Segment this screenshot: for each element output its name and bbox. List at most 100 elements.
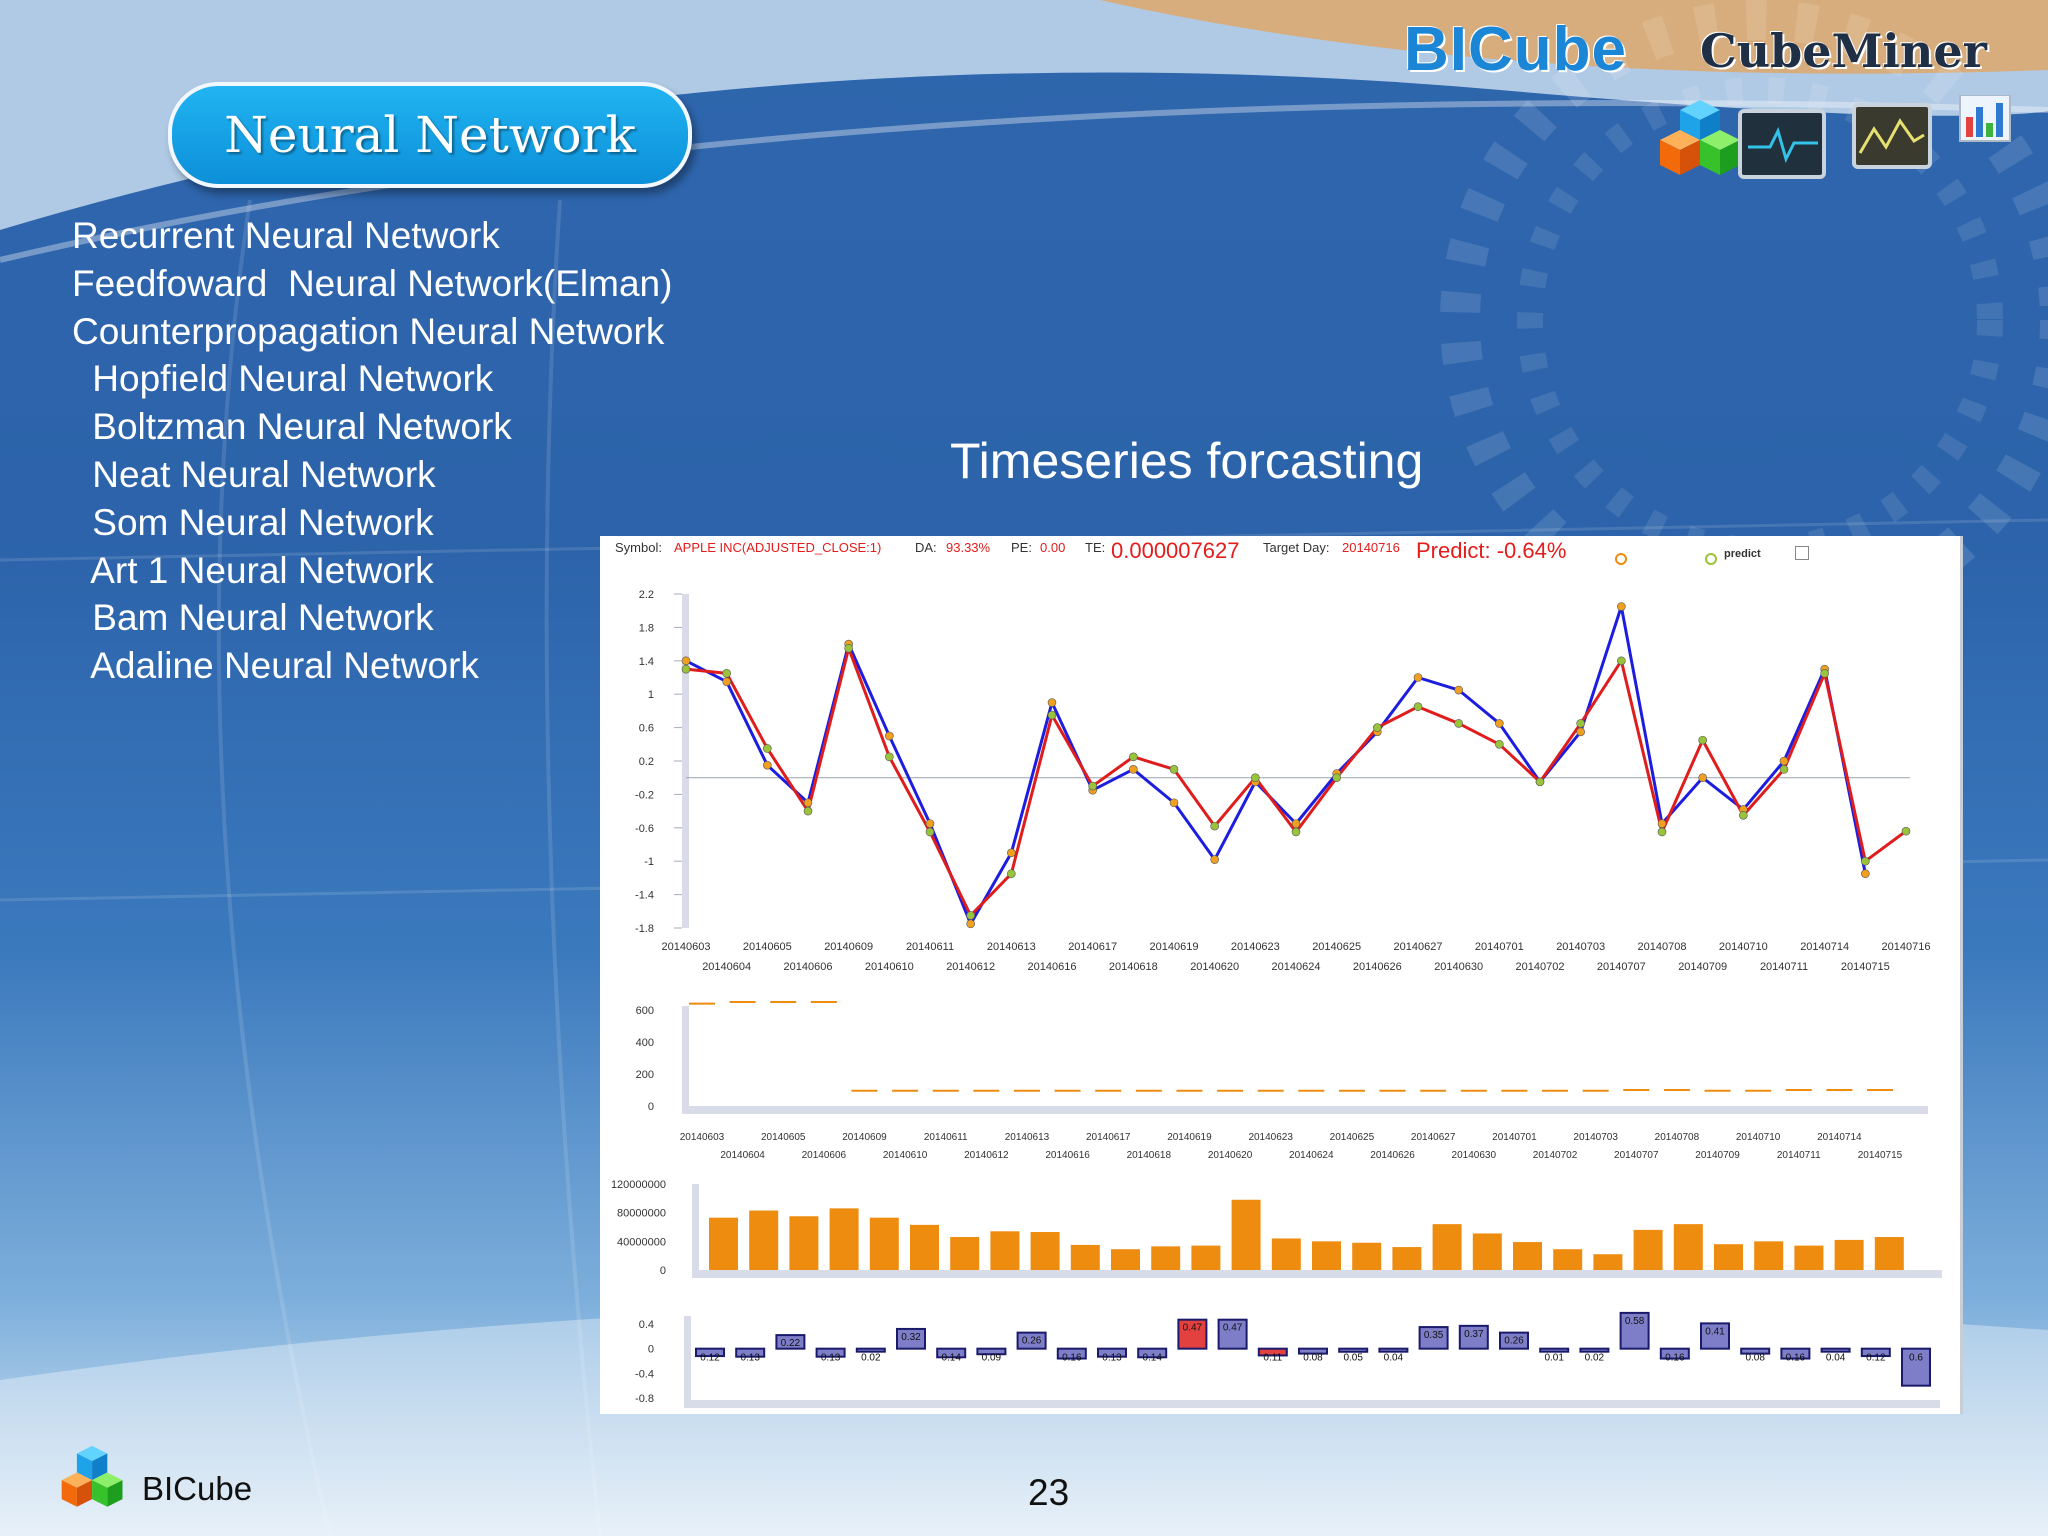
x-tick-label: 20140715 <box>1841 961 1890 973</box>
actual-point <box>803 798 813 808</box>
y-tick-label: 600 <box>636 1005 654 1017</box>
predict-point <box>681 664 691 674</box>
box-value-label: 0.12 <box>1866 1353 1886 1364</box>
actual-point <box>1576 727 1585 737</box>
x-tick-label: 20140610 <box>865 961 914 973</box>
x-tick-label: 20140709 <box>1695 1150 1740 1161</box>
list-item: Art 1 Neural Network <box>82 549 434 591</box>
predict-point <box>1698 735 1707 745</box>
list-item: Som Neural Network <box>82 501 434 543</box>
signed-box <box>775 1334 806 1350</box>
x-tick-label: 20140711 <box>1760 961 1808 973</box>
y-tick-label: 1.8 <box>639 622 654 634</box>
signed-box <box>1619 1311 1650 1350</box>
volume-bar <box>1553 1249 1583 1270</box>
predict-point <box>763 744 772 753</box>
te-value: 0.000007627 <box>1111 538 1240 563</box>
predict-point <box>722 669 731 678</box>
x-tick-label: 20140708 <box>1638 941 1687 953</box>
volume-bar <box>869 1217 899 1270</box>
actual-point <box>1779 756 1789 766</box>
x-tick-label: 20140617 <box>1086 1132 1131 1143</box>
predict-point <box>1454 719 1463 728</box>
predict-point <box>885 752 894 762</box>
pe-label: PE: <box>1011 540 1032 555</box>
predict-point <box>1495 740 1504 749</box>
brand-subtitle: CubeMiner <box>1700 24 1987 78</box>
predict-point <box>1088 781 1097 791</box>
cube-logo-icon <box>1660 100 1740 175</box>
forecast-chart-panel: 2.2 1.8 1.4 1 0.6 0.2 -0.2 -0.6 -1 -1.4 -1.8 201406… <box>600 536 1963 1414</box>
x-tick-label: 20140616 <box>1028 961 1077 973</box>
signed-box <box>1257 1347 1288 1357</box>
x-tick-label: 20140711 <box>1777 1150 1821 1161</box>
actual-point <box>1129 765 1138 774</box>
x-tick-label: 20140627 <box>1411 1132 1456 1143</box>
signed-box <box>695 1347 725 1358</box>
monitor-chart-icon <box>1852 103 1932 169</box>
predict-point <box>1129 752 1138 762</box>
box-value-label: 0.02 <box>861 1353 881 1364</box>
x-tick-label: 20140618 <box>1109 961 1158 973</box>
legend-checkbox[interactable] <box>1795 546 1809 560</box>
x-tick-label: 20140603 <box>662 941 711 953</box>
signed-box <box>1780 1347 1811 1360</box>
actual-point <box>1291 819 1301 828</box>
box-value-label: 0.14 <box>1142 1353 1162 1364</box>
symbol-value: APPLE INC(ADJUSTED_CLOSE:1) <box>674 540 882 555</box>
y-tick-label: 1.4 <box>639 656 654 668</box>
brand-icons <box>1660 95 2011 179</box>
x-tick-label: 20140707 <box>1614 1150 1659 1161</box>
predict-point <box>1617 656 1626 666</box>
y-tick-label: 2.2 <box>639 589 654 601</box>
x-tick-label: 20140604 <box>720 1150 765 1161</box>
x-tick-label: 20140611 <box>906 941 954 953</box>
box-value-label: 0.13 <box>821 1353 841 1364</box>
actual-point <box>1698 773 1707 782</box>
signed-box <box>1418 1326 1449 1350</box>
y-tick-label: 200 <box>636 1069 654 1081</box>
x-tick-label: 20140714 <box>1817 1132 1862 1143</box>
box-value-label: 0.04 <box>1384 1353 1404 1364</box>
predict-point <box>1901 826 1911 836</box>
predict-point <box>1291 827 1301 837</box>
box-value-label: 0.13 <box>740 1353 760 1364</box>
volume-bar <box>1593 1254 1623 1270</box>
x-tick-label: 20140609 <box>824 941 873 953</box>
x-tick-label: 20140617 <box>1068 941 1117 953</box>
x-tick-label: 20140710 <box>1736 1132 1781 1143</box>
volume-bar <box>1111 1249 1140 1270</box>
signed-box <box>815 1347 846 1358</box>
x-tick-label: 20140612 <box>946 961 995 973</box>
signed-box <box>1499 1331 1529 1350</box>
x-tick-label: 20140611 <box>924 1132 968 1143</box>
y-tick-label: -0.6 <box>635 823 654 835</box>
x-tick-label: 20140620 <box>1190 961 1239 973</box>
signed-box <box>1700 1322 1730 1350</box>
list-item: Hopfield Neural Network <box>82 358 494 400</box>
actual-point <box>1169 798 1179 808</box>
box-value-label: 0.32 <box>901 1332 921 1343</box>
predict-point <box>1535 777 1545 787</box>
x-tick-label: 20140612 <box>964 1150 1009 1161</box>
target-day-label: Target Day: <box>1263 540 1330 555</box>
x-tick-label: 20140707 <box>1597 961 1646 973</box>
legend-predict-label: predict <box>1724 548 1761 560</box>
volume-bar <box>1392 1247 1422 1270</box>
legend-actual-icon <box>1615 553 1627 565</box>
x-tick-label: 20140623 <box>1231 941 1280 953</box>
predict-point <box>1861 856 1870 866</box>
volume-bar <box>1633 1229 1663 1270</box>
actual-point <box>1617 602 1626 611</box>
x-tick-label: 20140603 <box>680 1132 725 1143</box>
x-tick-label: 20140625 <box>1312 941 1361 953</box>
volume-bar <box>1513 1242 1542 1270</box>
box-value-label: 0.04 <box>1826 1353 1846 1364</box>
x-tick-label: 20140610 <box>883 1150 928 1161</box>
y-axis-bar <box>692 1184 699 1276</box>
y-tick-label: 0.2 <box>639 756 654 768</box>
y-tick-label: 1 <box>648 689 654 701</box>
signed-box <box>1298 1347 1328 1355</box>
y-tick-label: 80000000 <box>617 1208 666 1220</box>
x-tick-label: 20140703 <box>1556 941 1605 953</box>
